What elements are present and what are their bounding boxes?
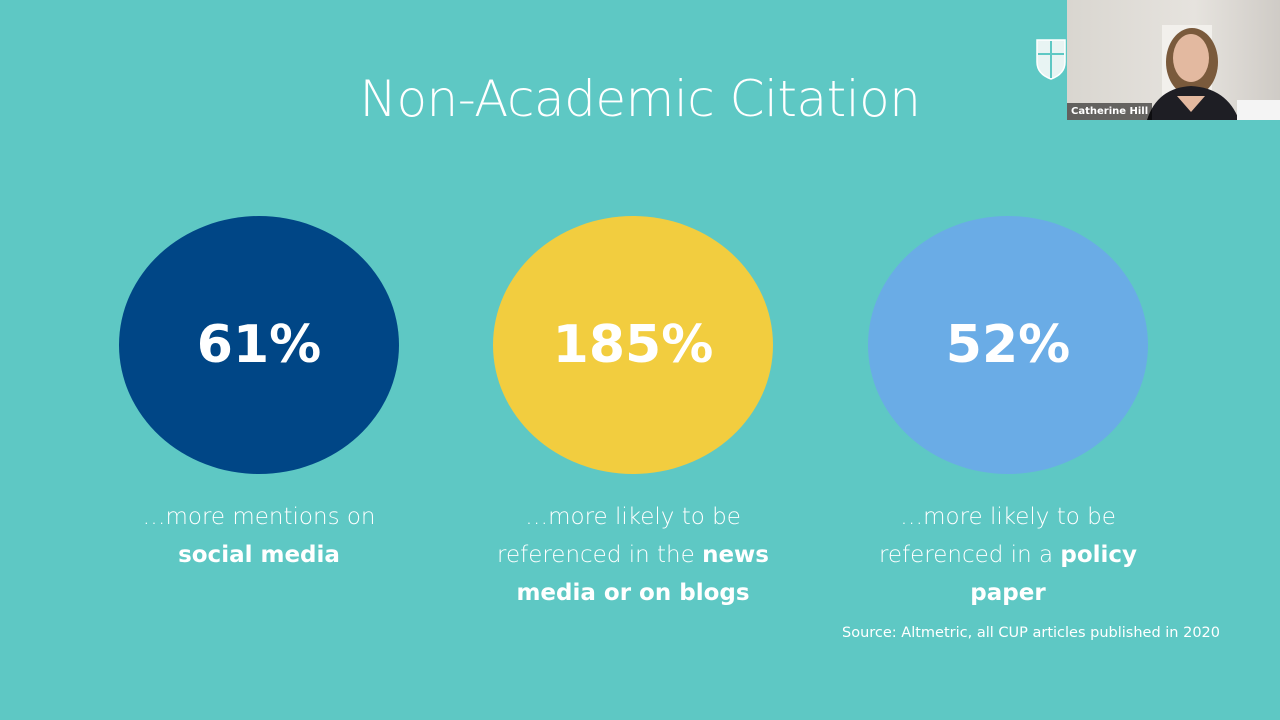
webcam-thumbnail: Catherine Hill <box>1067 0 1280 120</box>
webcam-image <box>1147 25 1280 120</box>
desc-emphasis: social media <box>178 542 340 568</box>
stat: 52% …more likely to be referenced in a p… <box>828 216 1188 612</box>
desc-text: …more mentions on <box>142 504 376 530</box>
source-note: Source: Altmetric, all CUP articles publ… <box>842 625 1220 641</box>
desc-text: …more likely to be referenced in a <box>878 504 1116 568</box>
stat-description: …more likely to be referenced in the new… <box>488 498 778 612</box>
desc-text: …more likely to be referenced in the <box>497 504 741 568</box>
desc-emphasis: news media or on blogs <box>516 542 769 606</box>
slide-title: Non-Academic Citation <box>359 70 921 128</box>
stat-description: …more mentions on social media <box>129 498 389 574</box>
logo <box>1036 39 1066 80</box>
stat-circle: 52% <box>868 216 1148 474</box>
stat: 61% …more mentions on social media <box>79 216 439 574</box>
stat-circle: 61% <box>119 216 399 474</box>
stat: 185% …more likely to be referenced in th… <box>453 216 813 612</box>
stat-circle: 185% <box>493 216 773 474</box>
desc-emphasis: policy paper <box>970 542 1138 606</box>
stat-description: …more likely to be referenced in a polic… <box>843 498 1173 612</box>
participant-name: Catherine Hill <box>1067 103 1153 120</box>
